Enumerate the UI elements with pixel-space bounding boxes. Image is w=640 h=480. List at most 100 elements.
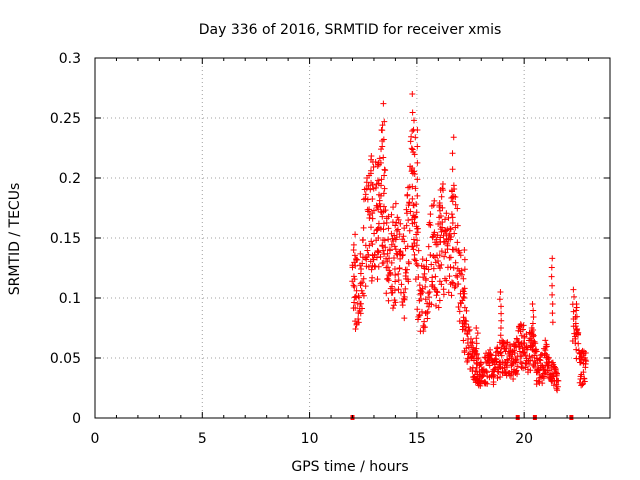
data-point (523, 331, 530, 338)
data-point (404, 210, 411, 217)
data-point (548, 264, 555, 271)
data-point (446, 273, 453, 280)
data-point (474, 361, 481, 367)
data-point (531, 363, 538, 370)
data-point (425, 266, 432, 273)
axis-ticks: 0 5 10 15 20 0 0.05 0.1 0.15 0.2 0.25 0.3 (50, 51, 610, 447)
data-point (444, 242, 451, 249)
data-point (522, 352, 529, 359)
data-point (419, 256, 426, 263)
data-point (511, 347, 518, 354)
data-point (387, 247, 394, 254)
data-point (449, 214, 456, 221)
data-point (462, 324, 469, 331)
data-point (447, 225, 454, 232)
x-tick-label: 5 (198, 431, 207, 447)
data-point (542, 347, 549, 354)
y-tick-label: 0.25 (50, 111, 81, 127)
data-point (538, 374, 545, 381)
data-point (529, 301, 536, 307)
data-point (433, 288, 440, 295)
data-point (409, 146, 416, 153)
data-point (465, 327, 472, 334)
data-point (355, 319, 362, 326)
data-point (430, 265, 437, 272)
data-point (397, 248, 404, 255)
data-point (473, 355, 480, 362)
data-point (447, 254, 454, 261)
data-point (420, 274, 427, 281)
data-point (549, 359, 556, 366)
data-point (452, 193, 459, 200)
data-point (412, 214, 419, 221)
data-point (374, 163, 381, 169)
data-point (497, 332, 504, 339)
data-point (414, 192, 421, 199)
data-point (395, 216, 402, 223)
data-point (443, 210, 450, 217)
data-point (352, 304, 359, 311)
data-point (370, 256, 377, 263)
data-point (454, 239, 461, 246)
x-tick-label: 10 (301, 431, 319, 447)
data-point (549, 282, 556, 289)
data-point (543, 343, 550, 350)
data-point (533, 348, 540, 355)
data-point (530, 340, 537, 347)
data-point (379, 143, 386, 150)
data-point (497, 373, 504, 380)
data-point (504, 356, 511, 363)
data-point (391, 243, 398, 250)
data-point (385, 297, 392, 304)
data-point (375, 220, 382, 227)
data-point (408, 133, 415, 140)
data-point (380, 247, 387, 254)
data-point (375, 206, 382, 213)
data-point (498, 352, 505, 359)
y-tick-label: 0 (72, 411, 81, 427)
data-point (438, 281, 445, 288)
data-point (359, 305, 366, 312)
data-point (372, 159, 379, 166)
data-point (437, 187, 444, 193)
data-point (475, 354, 482, 361)
data-point (582, 350, 589, 357)
data-point (519, 345, 526, 352)
data-point (404, 191, 411, 198)
data-points (349, 91, 590, 394)
data-point (442, 249, 449, 256)
data-point (554, 383, 561, 390)
data-point (424, 315, 431, 322)
data-point (506, 372, 513, 379)
data-point (447, 226, 454, 233)
data-point (354, 256, 361, 263)
data-point (497, 325, 504, 331)
data-point (510, 340, 517, 347)
x-tick-label: 0 (91, 431, 100, 447)
data-point (367, 186, 374, 193)
data-point (396, 265, 403, 272)
data-point (469, 353, 476, 360)
data-point (455, 303, 462, 310)
data-point (512, 368, 519, 375)
data-point (364, 247, 371, 254)
data-point (414, 127, 421, 133)
data-point (409, 128, 416, 135)
data-point (352, 231, 359, 238)
data-point (367, 167, 374, 174)
data-point (412, 134, 419, 141)
data-point (437, 239, 444, 246)
data-point (369, 241, 376, 248)
data-point (491, 366, 498, 373)
data-point (514, 371, 521, 378)
data-point (413, 209, 420, 216)
data-point (423, 257, 430, 264)
data-point (385, 236, 392, 243)
data-point (527, 357, 534, 364)
data-point (498, 303, 505, 310)
data-point (582, 361, 589, 368)
data-point (411, 117, 418, 124)
data-point (383, 290, 390, 297)
data-point (395, 277, 402, 284)
data-point (416, 282, 423, 289)
